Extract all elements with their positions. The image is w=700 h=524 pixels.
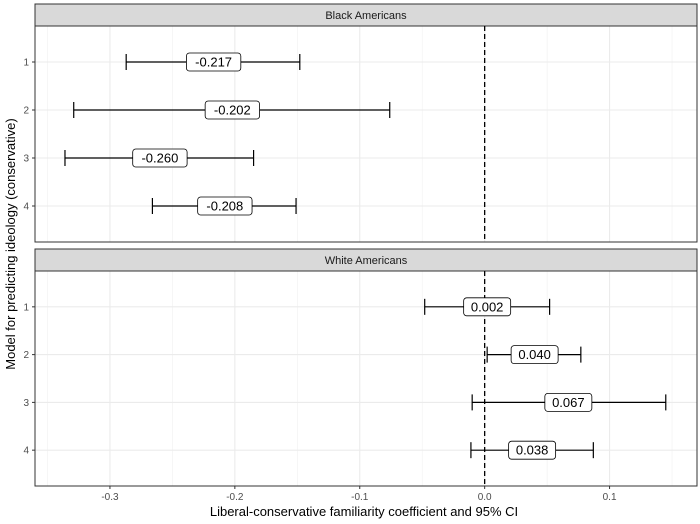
point-label-box — [197, 196, 253, 216]
error-bar: 0.002 — [424, 297, 551, 317]
point-label: 0.067 — [552, 395, 585, 410]
point-label: -0.208 — [206, 199, 243, 214]
y-tick-label: 3 — [23, 154, 29, 165]
point-label: -0.217 — [195, 55, 232, 70]
y-tick-label: 4 — [23, 202, 29, 213]
y-tick-label: 1 — [23, 58, 29, 69]
point-label-box — [510, 345, 559, 365]
x-tick-label: 0.0 — [478, 492, 492, 503]
panel-border — [34, 270, 698, 487]
y-tick-label: 4 — [23, 446, 29, 457]
x-tick-label: -0.2 — [226, 492, 244, 503]
error-bar: -0.202 — [73, 100, 391, 120]
point-label: -0.202 — [214, 103, 251, 118]
panel-border — [34, 25, 698, 243]
point-label-box — [544, 392, 593, 412]
error-bar: -0.260 — [64, 148, 255, 168]
error-bar: 0.040 — [486, 345, 582, 365]
y-axis-title: Model for predicting ideology (conservat… — [3, 118, 18, 369]
y-tick-label: 3 — [23, 398, 29, 409]
point-label: -0.260 — [141, 151, 178, 166]
point-label: 0.040 — [518, 347, 551, 362]
y-tick-label: 2 — [23, 106, 29, 117]
panel-strip-title: Black Americans — [325, 10, 407, 22]
y-tick-label: 2 — [23, 350, 29, 361]
x-axis-title: Liberal-conservative familiarity coeffic… — [210, 504, 518, 519]
point-label-box — [204, 100, 260, 120]
error-bar: 0.038 — [470, 440, 594, 460]
x-tick-label: 0.1 — [603, 492, 617, 503]
point-label-box — [132, 148, 188, 168]
point-label-box — [186, 52, 242, 72]
point-label-box — [508, 440, 557, 460]
point-label: 0.002 — [471, 299, 504, 314]
x-tick-label: -0.1 — [351, 492, 369, 503]
point-label: 0.038 — [516, 443, 549, 458]
point-label-box — [463, 297, 512, 317]
error-bar: -0.217 — [125, 52, 301, 72]
panel-background — [35, 271, 697, 486]
y-tick-label: 1 — [23, 302, 29, 313]
x-tick-label: -0.3 — [101, 492, 119, 503]
panel-background — [35, 26, 697, 242]
error-bar: -0.208 — [151, 196, 297, 216]
panel-strip-title: White Americans — [325, 255, 408, 267]
error-bar: 0.067 — [471, 392, 667, 412]
